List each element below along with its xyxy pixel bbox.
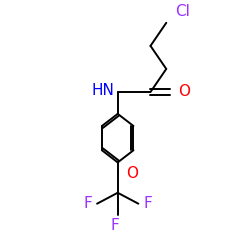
Text: F: F	[84, 196, 92, 211]
Text: HN: HN	[91, 83, 114, 98]
Text: O: O	[178, 84, 190, 100]
Text: F: F	[143, 196, 152, 211]
Text: Cl: Cl	[175, 4, 190, 19]
Text: F: F	[111, 218, 120, 233]
Text: O: O	[126, 166, 138, 181]
